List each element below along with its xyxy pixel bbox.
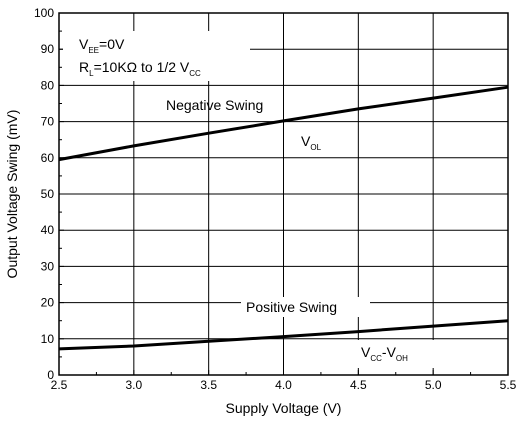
annotation-rl: RL=10KΩ to 1/2 VCC xyxy=(79,59,201,78)
y-tick-label: 10 xyxy=(41,332,55,346)
y-tick-label: 60 xyxy=(41,151,55,165)
y-tick-label: 30 xyxy=(41,259,55,273)
y-axis-title: Output Voltage Swing (mV) xyxy=(4,110,20,279)
x-tick-label: 5.5 xyxy=(500,378,517,392)
vcc-voh-label-box xyxy=(356,340,446,368)
x-tick-label: 5.0 xyxy=(425,378,442,392)
positive-swing-label-box xyxy=(241,297,370,317)
annotation-vol: VOL xyxy=(301,133,322,152)
x-tick-label: 4.0 xyxy=(275,378,292,392)
annotation-positive-swing: Positive Swing xyxy=(246,299,337,315)
conditions-box xyxy=(63,31,250,81)
x-tick-label: 2.5 xyxy=(51,378,68,392)
series-line-positive-swing xyxy=(58,319,509,351)
x-tick-label: 3.0 xyxy=(125,378,142,392)
annotation-vcc-voh: VCC-VOH xyxy=(361,344,408,363)
x-tick-label: 3.5 xyxy=(200,378,217,392)
x-axis-title: Supply Voltage (V) xyxy=(226,400,342,416)
y-tick-label: 100 xyxy=(34,6,54,20)
x-tick-label: 4.5 xyxy=(350,378,367,392)
annotation-negative-swing: Negative Swing xyxy=(166,97,263,113)
series-lines xyxy=(58,85,509,351)
y-tick-label: 20 xyxy=(41,296,55,310)
y-tick-label: 0 xyxy=(47,368,54,382)
plot-frame xyxy=(58,12,509,376)
grid-lines xyxy=(59,13,508,375)
y-tick-label: 80 xyxy=(41,78,55,92)
annotation-vee: VEE=0V xyxy=(79,36,125,55)
tick-labels: 2.5 3.0 3.5 4.0 4.5 5.0 5.5 0 10 20 30 40 50 60 70 80 90… xyxy=(34,6,517,392)
y-tick-label: 40 xyxy=(41,223,55,237)
y-tick-label: 50 xyxy=(41,187,55,201)
y-tick-label: 70 xyxy=(41,115,55,129)
y-tick-label: 90 xyxy=(41,42,55,56)
series-line-negative-swing xyxy=(58,85,509,162)
